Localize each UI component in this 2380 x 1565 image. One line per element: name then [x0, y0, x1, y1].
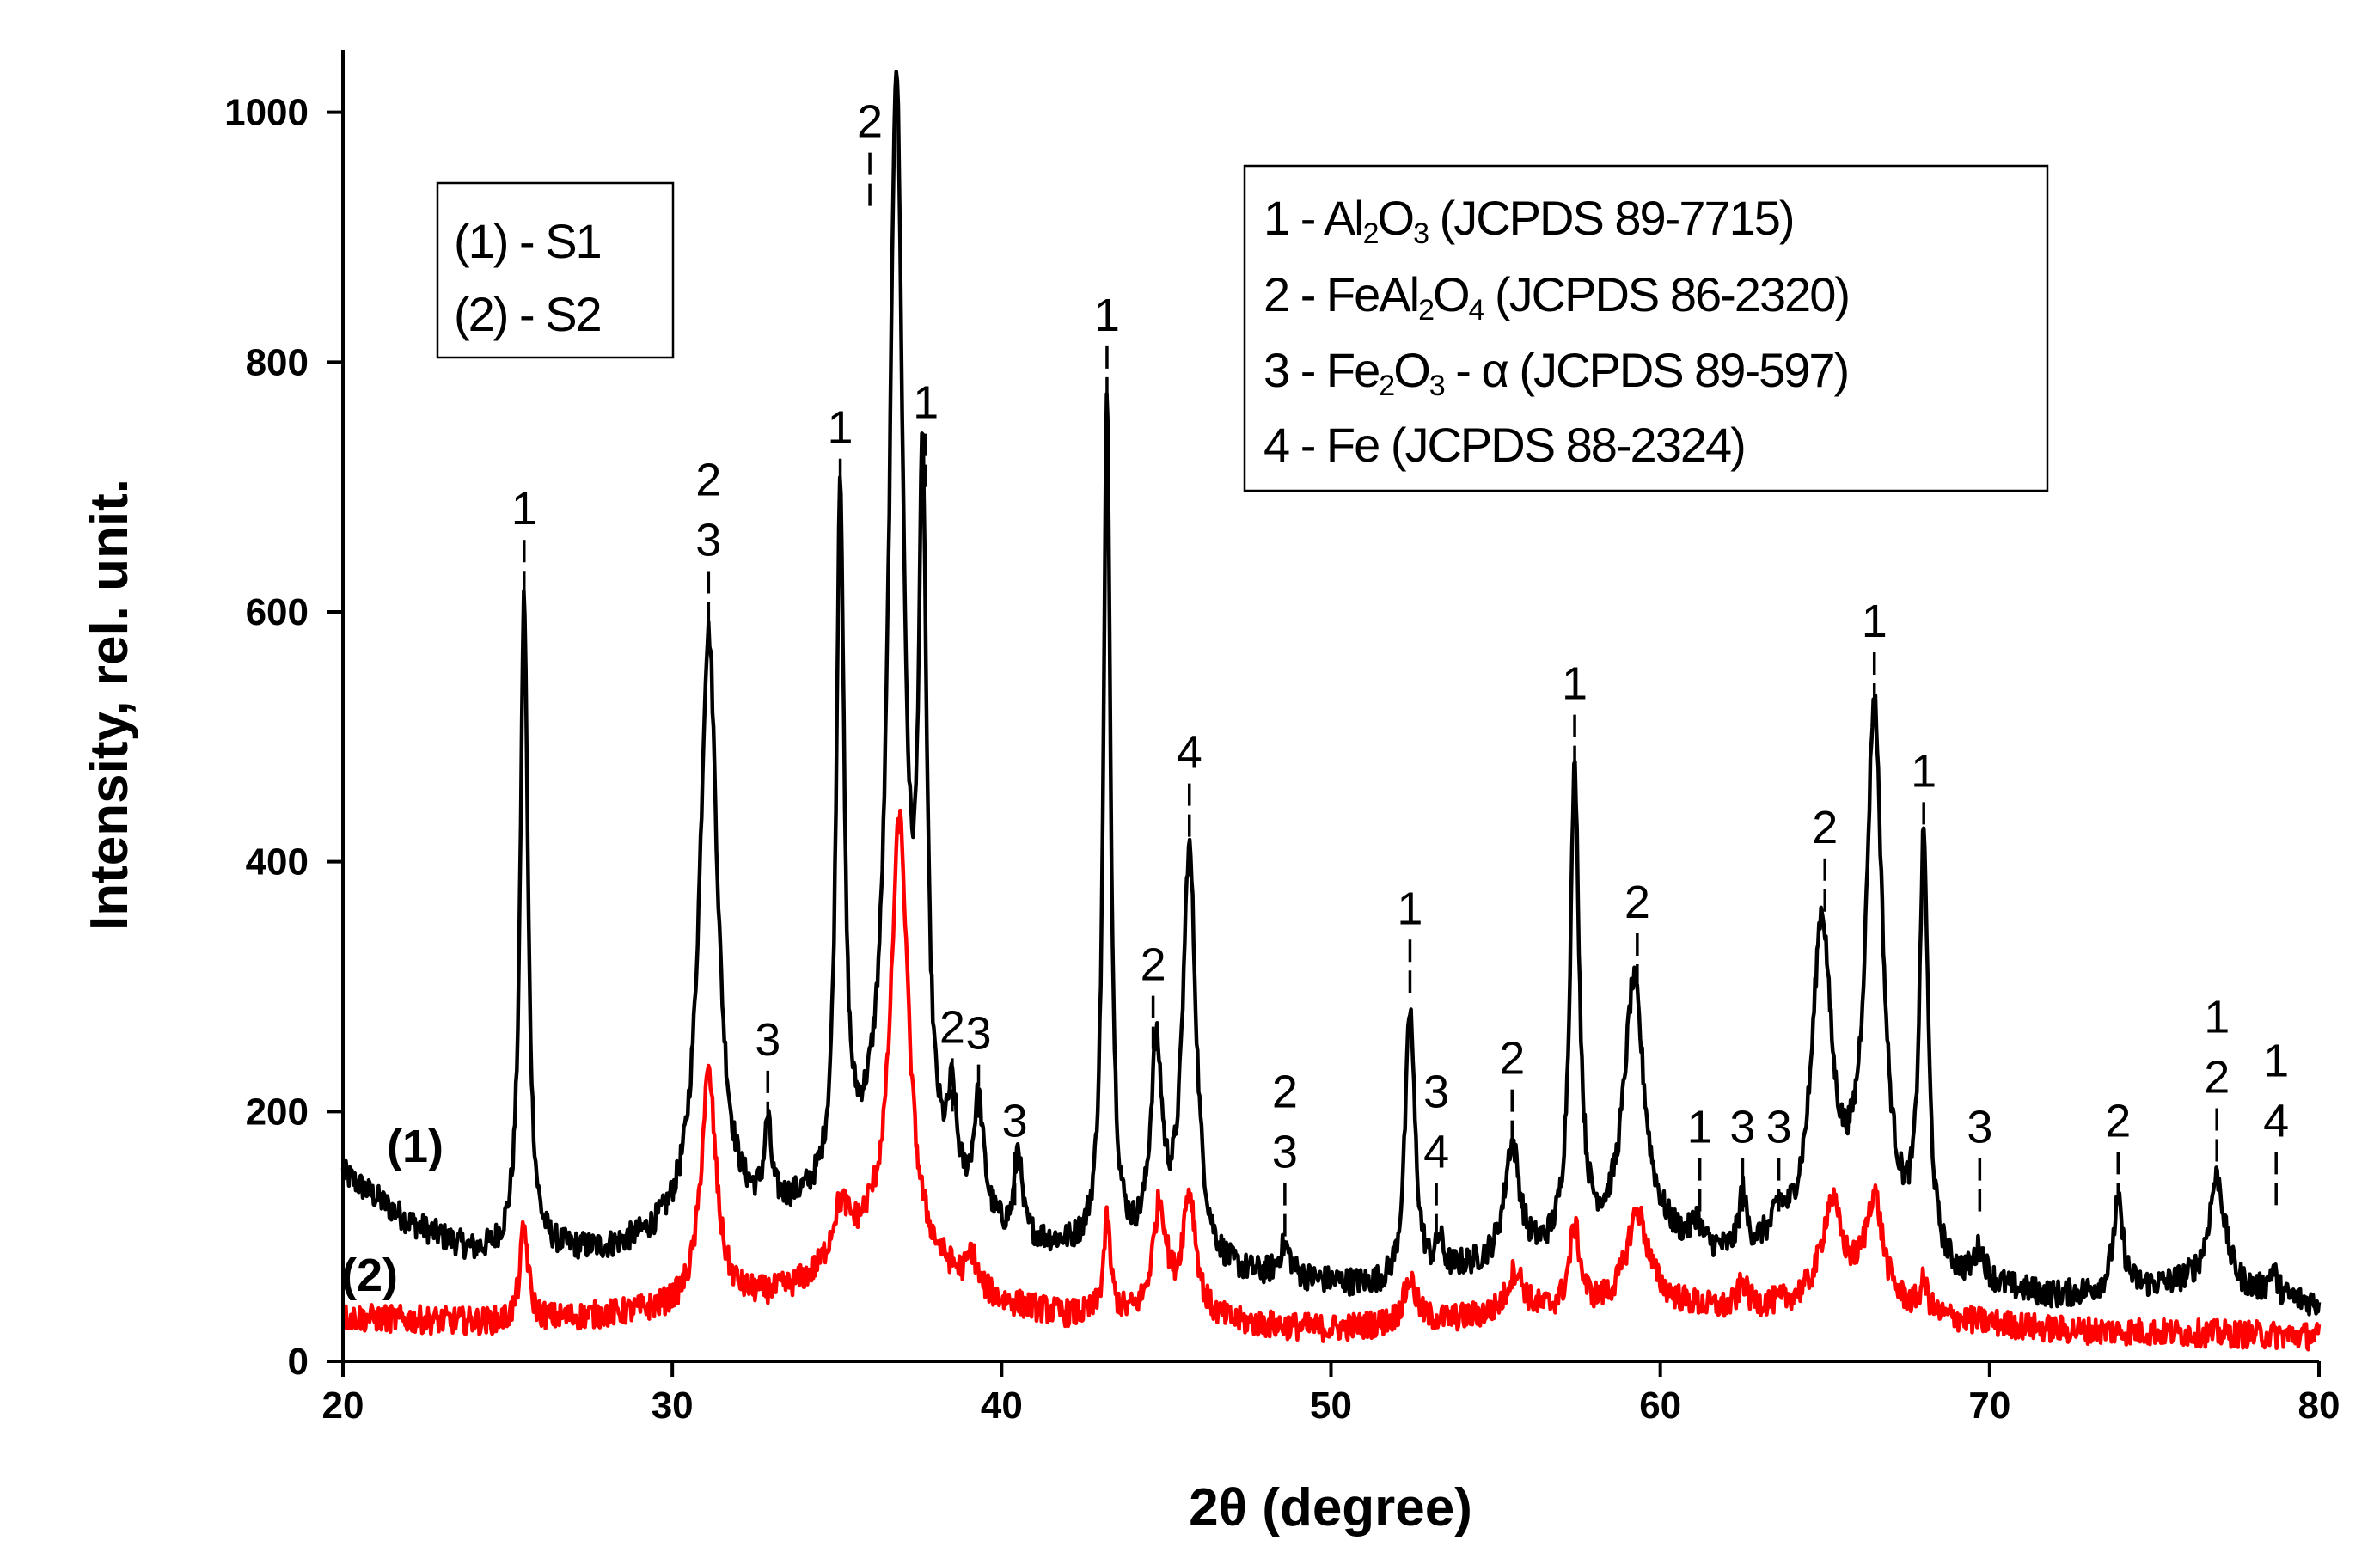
x-tick-label: 60: [1639, 1385, 1681, 1427]
peak-label: 2: [857, 96, 883, 148]
peak-label: 3: [1002, 1095, 1028, 1146]
x-tick-label: 70: [1968, 1385, 2010, 1427]
x-tick-label: 20: [322, 1385, 364, 1427]
peak-label: 1: [1094, 290, 1120, 341]
peak-label: 1: [511, 483, 537, 535]
peak-label: 3: [1423, 1067, 1449, 1118]
y-axis-title: Intensity, rel. unit.: [80, 479, 139, 931]
peak-label: 3: [1729, 1102, 1755, 1153]
sample-legend: (1) - S1 (2) - S2: [436, 181, 675, 359]
phase-legend-item-4: 4 - Fe (JCPDS 88-2324): [1263, 418, 1745, 472]
peak-label: 2: [2204, 1051, 2230, 1103]
peak-label: 1: [1911, 745, 1936, 797]
peak-label: 3: [965, 1008, 991, 1060]
peak-label: 1: [2204, 991, 2230, 1042]
peak-label: 4: [1423, 1127, 1449, 1178]
peak-label: 2: [1624, 877, 1650, 928]
peak-label: 1: [913, 377, 939, 429]
x-axis-title: 2θ (degree): [1189, 1478, 1472, 1537]
peak-label: 2: [1499, 1033, 1525, 1085]
peak-label: 2: [695, 455, 721, 506]
y-tick-label: 0: [288, 1341, 309, 1383]
peak-label: 2: [2105, 1095, 2131, 1146]
peak-label: 3: [1272, 1127, 1298, 1178]
series-1-label: (1): [387, 1121, 444, 1172]
x-tick-label: 40: [981, 1385, 1023, 1427]
peak-label: 1: [1562, 658, 1588, 710]
x-tick-label: 80: [2298, 1385, 2340, 1427]
series-1-line: [340, 70, 2322, 1317]
phase-legend-item-1: 1 - Al2O3 (JCPDS 89-7715): [1263, 191, 1794, 250]
peak-label: 1: [1397, 883, 1422, 934]
y-tick-label: 600: [246, 591, 309, 633]
peak-label: 1: [828, 402, 853, 454]
peak-label: 4: [2263, 1095, 2289, 1146]
peak-label: 3: [1766, 1102, 1792, 1153]
y-tick-label: 1000: [224, 92, 309, 134]
phase-legend-item-2: 2 - FeAl2O4 (JCPDS 86-2320): [1263, 267, 1849, 327]
series-layer: [340, 70, 2322, 1352]
peak-label: 1: [1862, 596, 1887, 647]
sample-legend-item-2: (2) - S2: [454, 287, 601, 341]
peak-label: 1: [2263, 1035, 2289, 1086]
phase-legend: 1 - Al2O3 (JCPDS 89-7715) 2 - FeAl2O4 (J…: [1243, 164, 2049, 492]
phase-legend-item-3: 3 - Fe2O3 - α (JCPDS 89-597): [1263, 343, 1848, 402]
peak-label: 1: [1687, 1102, 1713, 1153]
peak-label: 4: [1177, 727, 1202, 779]
x-tick-label: 50: [1310, 1385, 1352, 1427]
peak-label: 2: [1141, 939, 1166, 991]
sample-legend-item-1: (1) - S1: [454, 214, 601, 268]
peak-label: 2: [939, 1001, 965, 1053]
peak-label: 3: [755, 1014, 780, 1066]
series-2-label: (2): [341, 1250, 398, 1301]
y-tick-label: 200: [246, 1091, 309, 1133]
peak-label: 3: [695, 515, 721, 566]
peak-label: 3: [1967, 1102, 1992, 1153]
y-tick-label: 400: [246, 841, 309, 883]
peak-label: 2: [1272, 1067, 1298, 1118]
phase-legend-box: [1243, 164, 2049, 492]
series-2-line: [341, 808, 2322, 1352]
peak-label: 2: [1812, 802, 1838, 853]
y-tick-label: 800: [246, 341, 309, 383]
sample-legend-box: [436, 181, 675, 359]
x-tick-label: 30: [652, 1385, 694, 1427]
